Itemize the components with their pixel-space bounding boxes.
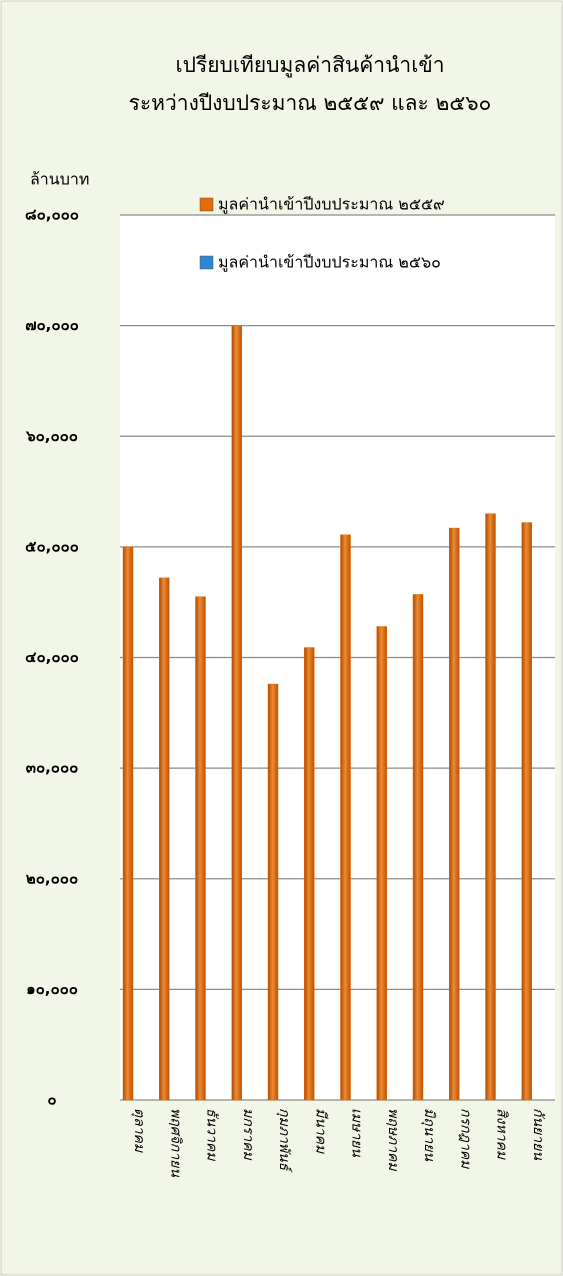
- chart-title: เปรียบเทียบมูลค่าสินค้านำเข้า: [175, 53, 444, 78]
- x-tick-label: พฤษภาคม: [385, 1108, 401, 1171]
- legend-swatch: [199, 255, 214, 270]
- x-tick-label: พฤศจิกายน: [167, 1108, 183, 1177]
- y-tick-label: ๖๐,๐๐๐: [25, 427, 78, 445]
- legend-label: มูลค่านำเข้าปีงบประมาณ ๒๕๕๙: [218, 195, 445, 215]
- x-tick-label: ธันวาคม: [204, 1108, 220, 1161]
- bar: [521, 522, 532, 1101]
- x-tick-label: มิถุนายน: [421, 1108, 437, 1161]
- x-tick-label: ตุลาคม: [131, 1108, 147, 1153]
- x-tick-label: สิงหาคม: [494, 1108, 510, 1160]
- y-tick-label: ๗๐,๐๐๐: [25, 316, 79, 334]
- y-tick-label: ๑๐,๐๐๐: [26, 980, 78, 998]
- bar: [159, 577, 170, 1101]
- x-tick-label: มกราคม: [240, 1108, 256, 1160]
- y-tick-label: ๒๐,๐๐๐: [26, 869, 78, 887]
- y-tick-label: ๘๐,๐๐๐: [25, 206, 79, 224]
- bar: [485, 513, 496, 1101]
- x-tick-label: เมษายน: [349, 1108, 365, 1157]
- bar: [376, 626, 387, 1101]
- x-tick-label: มีนาคม: [312, 1108, 328, 1154]
- bar: [304, 647, 315, 1101]
- bar: [412, 594, 424, 1101]
- legend-swatch: [199, 197, 214, 212]
- x-tick-label: กรกฎาคม: [457, 1108, 473, 1169]
- y-tick-label: ๓๐,๐๐๐: [26, 759, 79, 777]
- bar: [195, 596, 206, 1101]
- bar: [122, 546, 134, 1101]
- bar: [449, 527, 460, 1101]
- y-tick-label: ๕๐,๐๐๐: [25, 537, 79, 555]
- x-tick-label: กันยายน: [530, 1108, 546, 1160]
- bar: [340, 534, 351, 1101]
- legend-label: มูลค่านำเข้าปีงบประมาณ ๒๕๖๐: [218, 253, 441, 273]
- bar: [267, 683, 279, 1101]
- y-tick-label: ๔๐,๐๐๐: [25, 648, 79, 666]
- y-axis-label: ล้านบาท: [30, 170, 89, 189]
- bar: [231, 325, 242, 1101]
- chart-title: ระหว่างปีงบประมาณ ๒๕๕๙ และ ๒๕๖๐: [129, 91, 492, 115]
- x-tick-label: กุมภาพันธ์: [276, 1108, 293, 1173]
- y-tick-label: ๐: [47, 1091, 56, 1109]
